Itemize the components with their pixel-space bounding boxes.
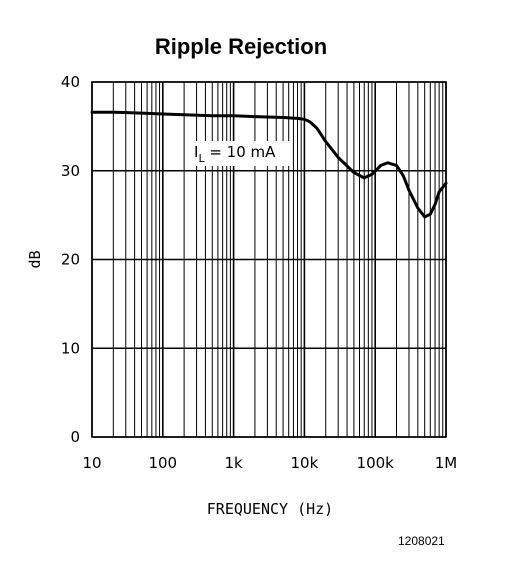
x-tick-label: 10k [291, 454, 319, 472]
y-tick-label: 10 [61, 339, 80, 357]
annotation-rest: = 10 mA [205, 143, 277, 161]
y-tick-labels: 0 10 20 30 40 [61, 73, 80, 446]
chart-title: Ripple Rejection [154, 34, 328, 59]
series-line-ripple-rejection [90, 110, 448, 219]
figure-code: 1208021 [398, 534, 445, 548]
major-grid [91, 81, 447, 438]
y-tick-label: 20 [61, 251, 80, 269]
x-tick-label: 1M [435, 454, 458, 472]
x-tick-labels: 10 100 1k 10k 100k 1M [82, 454, 457, 472]
y-tick-label: 30 [61, 162, 80, 180]
plot-frame [91, 81, 447, 438]
x-axis-label: FREQUENCY (Hz) [207, 500, 333, 518]
x-tick-label: 1k [224, 454, 243, 472]
annotation-text: IL = 10 mA [194, 143, 276, 165]
x-tick-label: 100 [148, 454, 177, 472]
y-tick-label: 0 [70, 428, 80, 446]
y-axis-label: dB [26, 250, 44, 268]
load-current-annotation: IL = 10 mA [190, 141, 290, 166]
x-tick-label: 10 [82, 454, 101, 472]
annotation-background [190, 141, 290, 166]
annotation-subscript: L [198, 152, 205, 165]
x-tick-label: 100k [357, 454, 395, 472]
y-tick-label: 40 [61, 73, 80, 91]
annotation-main: I [194, 143, 198, 161]
